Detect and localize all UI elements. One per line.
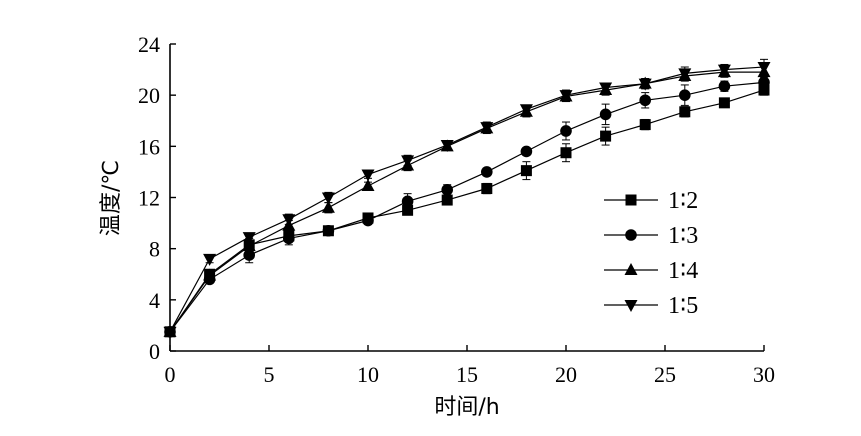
data-point-series-3 — [203, 268, 217, 281]
data-point-series-4 — [638, 78, 652, 91]
legend-label: 1∶2 — [668, 188, 698, 214]
legend-item-3: 1∶4 — [604, 258, 698, 284]
legend-item-2: 1∶3 — [604, 223, 698, 249]
series-line-2 — [169, 81, 765, 333]
data-point-series-4 — [203, 253, 217, 266]
y-tick-label: 24 — [138, 32, 160, 57]
data-point-series-1 — [402, 204, 414, 216]
x-tick-label: 30 — [753, 362, 775, 387]
data-point-series-4 — [361, 169, 375, 182]
y-tick-label: 16 — [138, 134, 160, 159]
data-point-series-3 — [361, 178, 375, 191]
y-tick-label: 0 — [149, 339, 160, 364]
x-tick-label: 0 — [165, 362, 176, 387]
data-point-series-2 — [322, 224, 335, 237]
data-point-series-1 — [718, 97, 730, 109]
data-point-series-4 — [519, 104, 533, 117]
data-point-series-2 — [718, 80, 731, 93]
data-point-series-4 — [401, 155, 415, 168]
legend-marker — [625, 229, 637, 241]
data-point-series-4 — [480, 122, 494, 135]
data-point-series-4 — [717, 64, 731, 77]
data-point-series-1 — [520, 165, 532, 177]
data-point-series-4 — [678, 68, 692, 81]
x-tick-label: 25 — [654, 362, 676, 387]
data-point-series-3 — [321, 200, 335, 213]
data-point-series-1 — [679, 106, 691, 118]
data-point-series-2 — [283, 232, 295, 245]
legend-marker — [624, 300, 638, 312]
data-point-series-2 — [441, 184, 454, 196]
marker-layer — [163, 62, 771, 339]
legend-label: 1∶4 — [668, 258, 698, 284]
data-point-series-1 — [600, 130, 612, 142]
data-point-series-2 — [639, 94, 651, 107]
data-point-series-4 — [282, 214, 296, 227]
y-tick-label: 4 — [149, 288, 160, 313]
data-point-series-2 — [520, 145, 533, 158]
legend-marker — [625, 194, 637, 206]
data-point-series-4 — [440, 140, 454, 153]
data-point-series-3 — [242, 239, 256, 252]
data-point-series-2 — [243, 249, 255, 261]
data-point-series-4 — [242, 232, 256, 245]
data-point-series-2 — [679, 89, 691, 101]
data-point-series-4 — [599, 82, 613, 95]
data-point-series-2 — [481, 166, 493, 178]
tick-layer: 0 5 10 15 20 25 30 0 4 8 12 16 20 24 — [138, 32, 775, 387]
x-tick-label: 20 — [555, 362, 577, 387]
data-point-series-4 — [757, 62, 771, 75]
legend-label: 1∶3 — [668, 223, 698, 249]
data-point-series-4 — [321, 192, 335, 205]
legend-marker — [624, 263, 638, 275]
data-point-series-2 — [758, 76, 770, 89]
series-line-4 — [169, 66, 765, 333]
y-tick-label: 8 — [149, 237, 160, 262]
x-tick-label: 5 — [264, 362, 275, 387]
legend-item-1: 1∶2 — [604, 188, 698, 214]
data-point-series-2 — [362, 214, 374, 227]
data-point-series-2 — [599, 108, 612, 121]
data-point-series-1 — [441, 194, 453, 206]
data-point-series-1 — [560, 147, 572, 159]
legend-item-4: 1∶5 — [604, 293, 698, 319]
x-axis-title: 时间/h — [434, 395, 499, 420]
data-point-series-1 — [639, 119, 651, 131]
data-point-series-2 — [560, 125, 572, 137]
y-axis-title: 温度/℃ — [99, 160, 124, 236]
data-point-series-1 — [481, 183, 493, 195]
data-point-series-1 — [758, 84, 770, 96]
legend-label: 1∶5 — [668, 293, 698, 319]
data-point-series-2 — [401, 195, 414, 208]
series-line-1 — [169, 89, 765, 333]
x-tick-label: 15 — [456, 362, 478, 387]
x-tick-label: 10 — [357, 362, 379, 387]
data-point-series-4 — [559, 90, 573, 103]
y-tick-label: 20 — [138, 83, 160, 108]
legend: 1∶2 1∶3 1∶4 1∶5 — [604, 188, 698, 319]
y-tick-label: 12 — [138, 186, 160, 211]
series-line-3 — [169, 71, 764, 333]
series-line-layer — [169, 66, 765, 333]
